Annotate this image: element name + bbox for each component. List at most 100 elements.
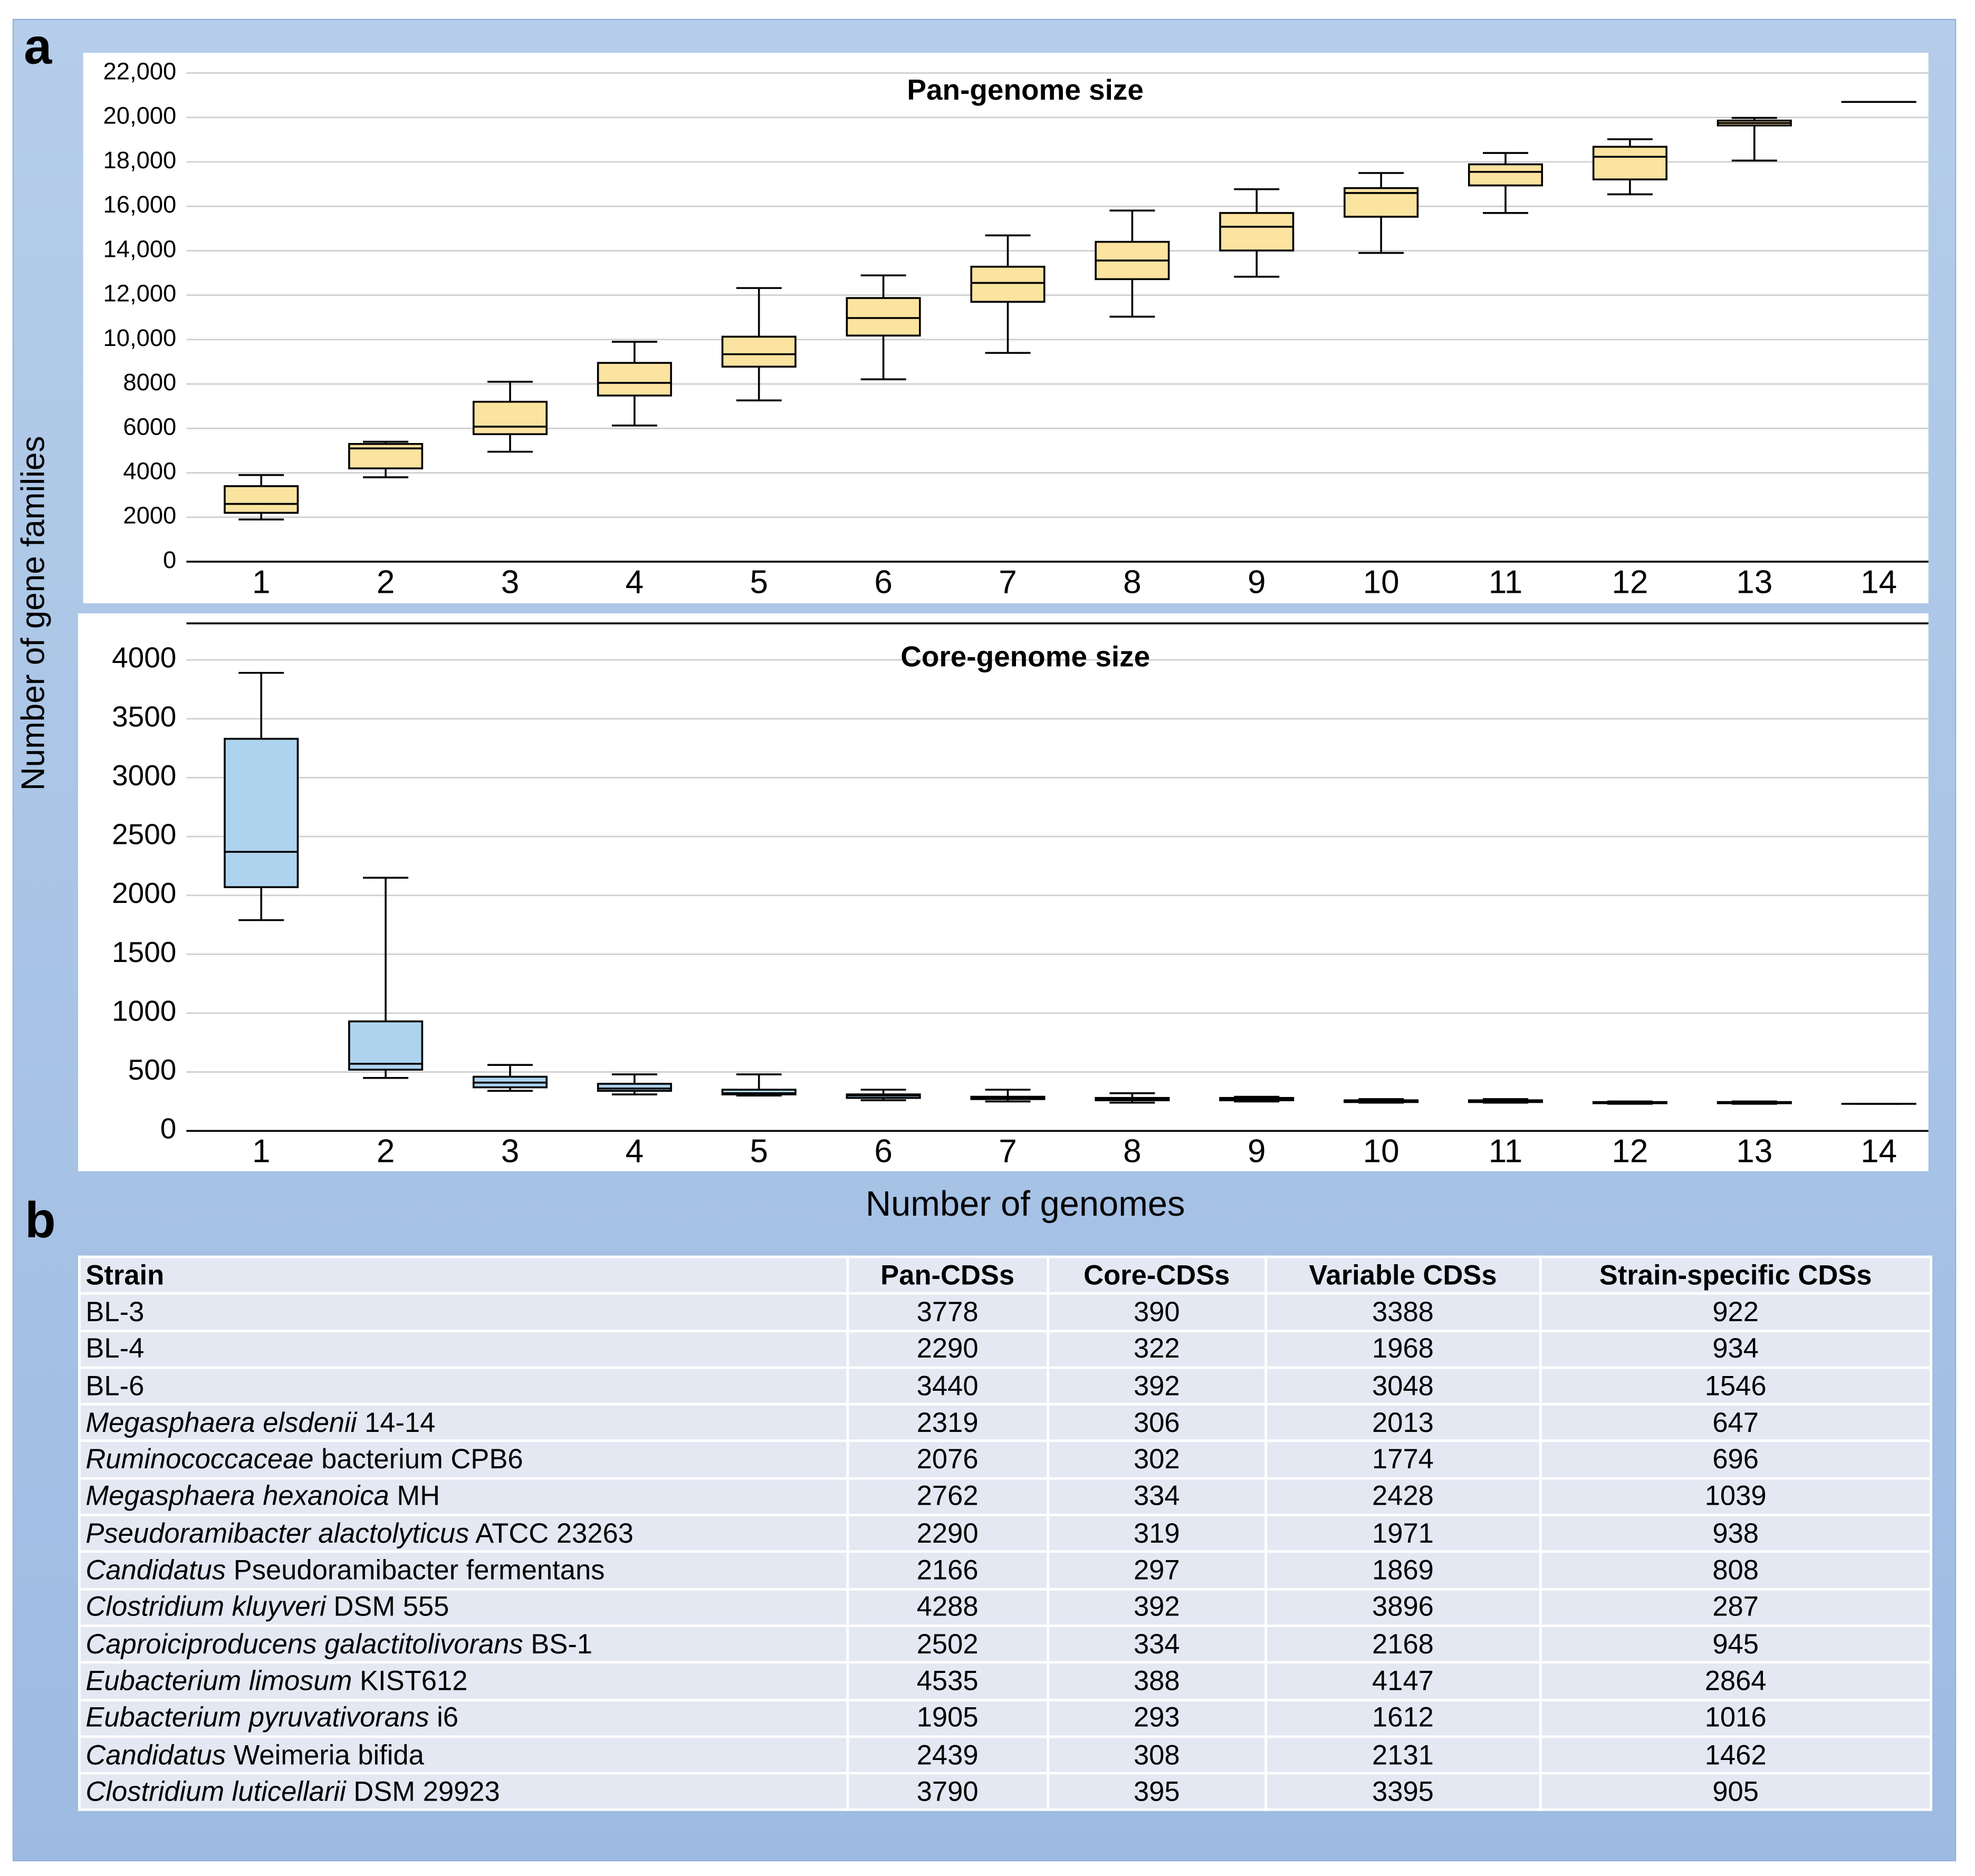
strain-cell: Pseudoramibacter alactolyticus ATCC 2326… [78, 1514, 849, 1554]
box-plot [472, 381, 548, 453]
y-tick-label: 14,000 [103, 235, 177, 262]
x-tick-label: 10 [1363, 1133, 1399, 1170]
strain-name-part: Ruminococcaceae [85, 1443, 314, 1475]
strain-cell: Megasphaera hexanoica MH [78, 1477, 849, 1517]
strain-name-part: KIST612 [352, 1665, 468, 1697]
x-tick-label: 2 [377, 1133, 395, 1170]
box-plot [348, 440, 424, 478]
value-cell: 696 [1539, 1440, 1932, 1480]
y-tick-label: 1000 [112, 994, 176, 1027]
box-plot [721, 287, 797, 402]
x-tick-label: 11 [1489, 564, 1522, 600]
strain-name-part: i6 [429, 1701, 459, 1734]
value-cell: 1774 [1264, 1440, 1542, 1480]
strain-name-part: BL-3 [85, 1295, 145, 1327]
value-cell: 1612 [1264, 1698, 1542, 1738]
box [348, 1020, 424, 1071]
x-tick-label: 14 [1861, 1133, 1897, 1170]
box-plot [224, 474, 299, 521]
value-cell: 2502 [846, 1624, 1049, 1664]
strain-name-part: Caproiciproducens galactitolivorans [85, 1628, 523, 1660]
x-tick-label: 14 [1861, 564, 1897, 600]
x-tick-label: 8 [1123, 564, 1142, 600]
x-tick-label: 6 [874, 1133, 893, 1170]
value-cell: 3790 [846, 1772, 1049, 1812]
value-cell: 390 [1047, 1292, 1267, 1332]
strain-cell: Clostridium luticellarii DSM 29923 [78, 1772, 849, 1812]
table-row: Ruminococcaceae bacterium CPB6 2076 302 177… [78, 1440, 1932, 1480]
table-row: Megasphaera hexanoica MH 2762 334 2428 1039 [78, 1477, 1932, 1517]
table-row: Candidatus Weimeria bifida 2439 308 2131 146… [78, 1735, 1932, 1775]
x-tick-label: 5 [750, 1133, 768, 1170]
y-tick-label: 0 [160, 1112, 177, 1145]
value-cell: 2319 [846, 1403, 1049, 1443]
value-cell: 293 [1047, 1698, 1267, 1738]
panel-background [78, 613, 1929, 1171]
value-cell: 938 [1539, 1514, 1932, 1554]
box-plot [597, 341, 672, 427]
table-row: Caproiciproducens galactitolivorans BS-1… [78, 1624, 1932, 1664]
value-cell: 306 [1047, 1403, 1267, 1443]
value-cell: 1016 [1539, 1698, 1932, 1738]
panel-label: b [25, 1192, 55, 1247]
x-tick-label: 3 [501, 564, 520, 600]
value-cell: 1462 [1539, 1735, 1932, 1775]
strain-cell: Ruminococcaceae bacterium CPB6 [78, 1440, 849, 1480]
value-cell: 2428 [1264, 1477, 1542, 1517]
x-tick-label: 5 [750, 564, 768, 600]
value-cell: 287 [1539, 1588, 1932, 1627]
y-tick-label: 3000 [112, 759, 176, 792]
x-tick-label: 1 [252, 1133, 271, 1170]
charts: a b Number of gene families Number of ge… [15, 19, 1929, 1247]
y-tick-label: 16,000 [103, 191, 177, 218]
x-tick-label: 12 [1612, 1133, 1648, 1170]
value-cell: 308 [1047, 1735, 1267, 1775]
value-cell: 319 [1047, 1514, 1267, 1554]
value-cell: 934 [1539, 1329, 1932, 1369]
header-cell: Core-CDSs [1047, 1255, 1267, 1295]
box-plot [348, 877, 424, 1079]
y-tick-label: 6000 [123, 413, 176, 440]
value-cell: 808 [1539, 1551, 1932, 1591]
table-row: Megasphaera elsdenii 14-14 2319 306 2013 647 [78, 1403, 1932, 1443]
value-cell: 4535 [846, 1661, 1049, 1701]
strain-name-part: Eubacterium pyruvativorans [85, 1701, 429, 1734]
box-plot [1095, 1092, 1170, 1104]
box-plot [472, 1064, 548, 1092]
x-tick-label: 9 [1248, 564, 1266, 600]
box-plot [1717, 117, 1792, 162]
x-tick-label: 9 [1248, 1133, 1266, 1170]
strain-name-part: bacterium CPB6 [313, 1443, 523, 1475]
x-tick-label: 10 [1363, 564, 1399, 600]
value-cell: 1869 [1264, 1551, 1542, 1591]
value-cell: 392 [1047, 1366, 1267, 1406]
box [224, 738, 299, 888]
strain-name-part: Megasphaera elsdenii [85, 1406, 357, 1438]
box-plot [1344, 1098, 1419, 1104]
x-tick-label: 13 [1736, 1133, 1772, 1170]
x-tick-label: 6 [874, 564, 893, 600]
value-cell: 2168 [1264, 1624, 1542, 1664]
y-tick-label: 1500 [112, 936, 176, 968]
box [472, 400, 548, 436]
header-cell: Strain [78, 1255, 849, 1295]
y-tick-label: 22,000 [103, 57, 177, 84]
y-tick-label: 2000 [123, 502, 176, 529]
value-cell: 1971 [1264, 1514, 1542, 1554]
value-cell: 647 [1539, 1403, 1932, 1443]
strain-name-part: Weimeria bifida [226, 1738, 424, 1771]
x-tick-label: 12 [1612, 564, 1648, 600]
value-cell: 1546 [1539, 1366, 1932, 1406]
box [721, 1089, 797, 1095]
table-row: Clostridium luticellarii DSM 29923 3790 39… [78, 1772, 1932, 1812]
chart-title: Core-genome size [900, 640, 1150, 672]
strain-name-part: BL-6 [85, 1369, 145, 1401]
strain-name-part: Clostridium luticellarii [85, 1775, 346, 1807]
strain-name-part: MH [389, 1480, 440, 1512]
strain-cell: Caproiciproducens galactitolivorans BS-1 [78, 1624, 849, 1664]
value-cell: 334 [1047, 1624, 1267, 1664]
value-cell: 1905 [846, 1698, 1049, 1738]
table-row: BL-6 3440 392 3048 1546 [78, 1366, 1932, 1406]
y-axis-label: Number of gene families [15, 436, 51, 791]
